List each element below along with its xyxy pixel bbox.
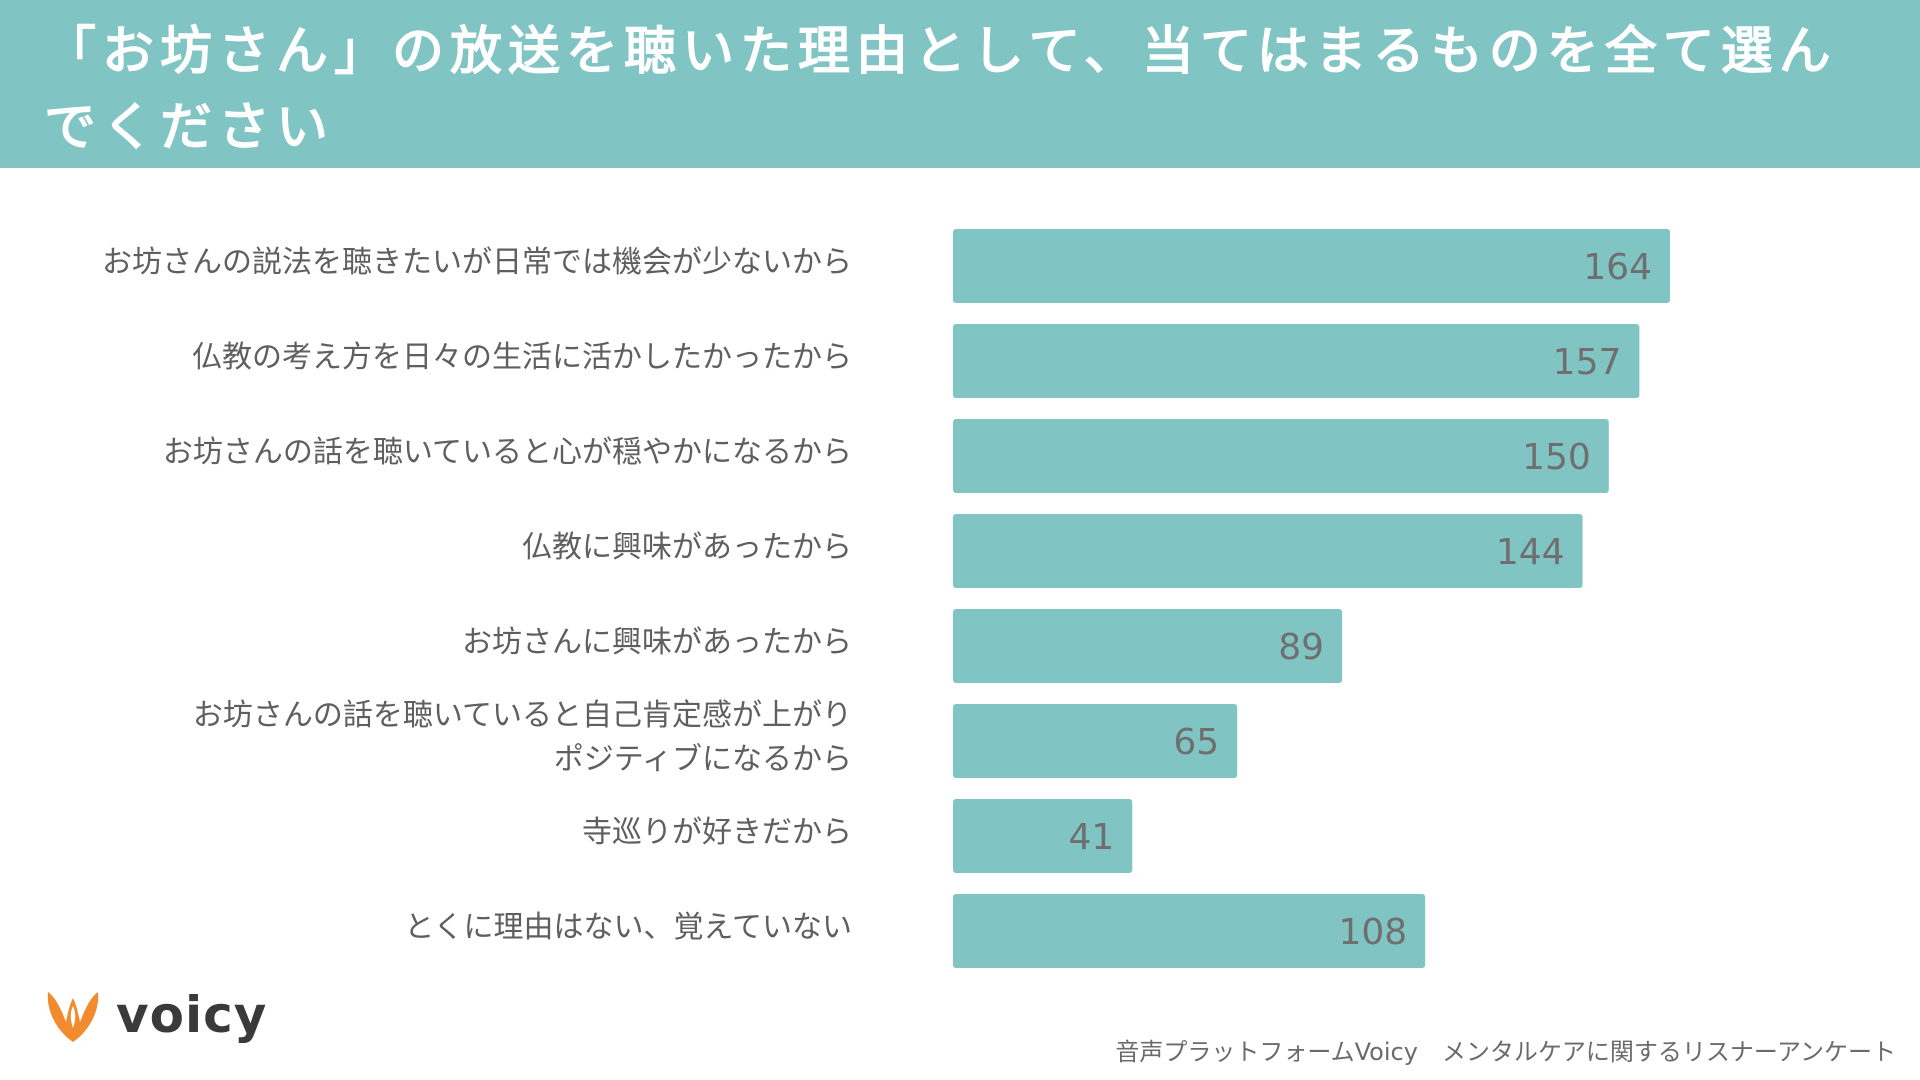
- voicy-logo: voicy: [40, 980, 267, 1050]
- category-label-7: とくに理由はない、覚えていない: [404, 910, 852, 945]
- category-label-2: お坊さんの話を聴いていると心が穏やかになるから: [162, 435, 852, 470]
- bar-2: [953, 419, 1609, 493]
- bar-chart-svg: 164 157 150 144 89 65 41 108: [953, 229, 1670, 968]
- voicy-v-icon: [47, 992, 99, 1042]
- source-caption: 音声プラットフォームVoicy メンタルケアに関するリスナーアンケート: [1115, 1038, 1896, 1066]
- bar-0: [953, 229, 1670, 303]
- bar-4: [953, 609, 1343, 683]
- bar-7: [953, 894, 1426, 968]
- bar-6: [953, 799, 1133, 873]
- bar-value-label-1: 157: [1553, 342, 1622, 383]
- bar-value-label-6: 41: [1068, 817, 1114, 858]
- category-label-0: お坊さんの説法を聴きたいが日常では機会が少ないから: [102, 245, 852, 280]
- category-label-1: 仏教の考え方を日々の生活に活かしたかったから: [192, 340, 852, 375]
- bar-5: [953, 704, 1238, 778]
- category-label-3: 仏教に興味があったから: [522, 530, 852, 565]
- category-label-4: お坊さんに興味があったから: [462, 625, 852, 660]
- bar-value-label-3: 144: [1496, 532, 1565, 573]
- category-label-6: 寺巡りが好きだから: [582, 815, 852, 850]
- bar-value-label-2: 150: [1522, 437, 1591, 478]
- bar-value-label-4: 89: [1278, 627, 1324, 668]
- bar-3: [953, 514, 1583, 588]
- header-banner: 「お坊さん」の放送を聴いた理由として、当てはまるものを全て選んでください: [0, 0, 1920, 168]
- logo-text: voicy: [116, 986, 268, 1044]
- bar-value-label-0: 164: [1583, 247, 1652, 288]
- bar-chart: 164 157 150 144 89 65 41 108 お坊さんの説法を聴きたいが日常では機…: [0, 200, 1920, 1000]
- category-label-5: お坊さんの話を聴いていると自己肯定感が上がり ポジティブになるから: [192, 698, 852, 777]
- bar-value-label-5: 65: [1173, 722, 1219, 763]
- bar-value-label-7: 108: [1338, 912, 1407, 953]
- bar-1: [953, 324, 1640, 398]
- page-title: 「お坊さん」の放送を聴いた理由として、当てはまるものを全て選んでください: [44, 22, 1837, 158]
